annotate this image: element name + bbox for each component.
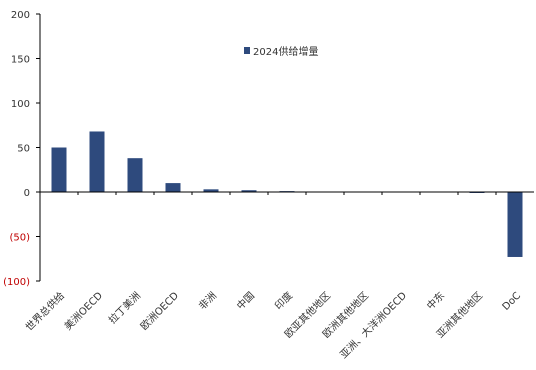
y-tick-label: (100) [3,277,30,288]
bar [165,183,181,192]
y-tick-label: 200 [11,10,30,21]
y-tick-label: 0 [24,188,30,199]
y-tick-label: 150 [11,55,30,66]
x-tick-label: DoC [501,290,523,312]
bar [203,189,219,192]
y-tick-label: 100 [11,99,30,110]
bars-group [51,131,523,257]
x-tick-label: 非洲 [196,290,219,313]
y-tick-label: 50 [17,144,30,155]
bar [89,131,105,192]
bar [241,190,257,192]
x-tick-label: 亚洲、大洋洲OECD [337,289,409,361]
legend: 2024供给增量 [244,45,318,58]
x-tick-label: 美洲OECD [61,289,105,333]
y-axis-ticks: (100) (50) 0 50 100 150 200 [3,10,40,288]
x-tick-label: 世界总供给 [23,289,68,334]
legend-swatch [244,47,250,54]
bar [507,192,523,257]
x-tick-label: 拉丁美洲 [106,289,143,326]
bar [51,147,67,192]
x-tick-label: 欧洲OECD [138,289,181,332]
y-tick-label: (50) [9,233,30,244]
x-tick-label: 印度 [272,289,295,312]
x-tick-label: 中东 [424,289,447,312]
bar [127,158,143,192]
x-tick-label: 中国 [234,289,257,312]
legend-label: 2024供给增量 [253,45,318,58]
